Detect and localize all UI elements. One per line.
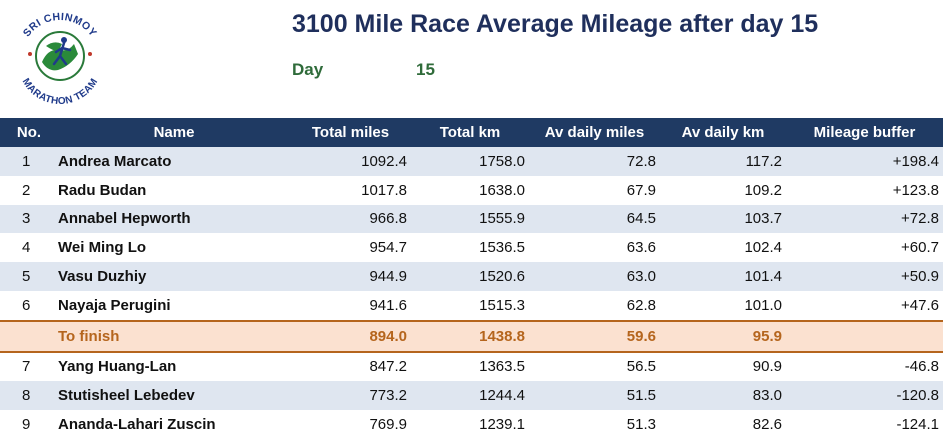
- cell-name: Ananda-Lahari Zuscin: [58, 416, 216, 434]
- column-header-mileage-buffer: Mileage buffer: [786, 118, 943, 147]
- column-header-total-miles: Total miles: [290, 118, 411, 147]
- cell-av-daily-miles: 56.5: [626, 358, 656, 376]
- cell-mileage-buffer: -124.1: [896, 416, 939, 434]
- table-header-row: No. Name Total miles Total km Av daily m…: [0, 118, 943, 147]
- cell-av-daily-miles: 64.5: [529, 204, 660, 234]
- cell-total-km: 1520.6: [411, 262, 529, 291]
- cell-total-miles: 773.2: [290, 381, 411, 411]
- cell-name: Nayaja Perugini: [58, 296, 171, 314]
- cell-name: Andrea Marcato: [58, 147, 290, 176]
- column-header-total-km: Total km: [411, 118, 529, 147]
- cell-av-daily-miles: 63.0: [529, 262, 660, 291]
- cell-av-daily-km: 101.4: [660, 262, 786, 291]
- cell-no: 5: [0, 262, 58, 291]
- cell-to-finish-label: To finish: [58, 319, 290, 353]
- cell-no: 9: [22, 416, 31, 434]
- cell-no: 1: [0, 147, 58, 176]
- cell-total-miles: 954.7: [369, 239, 407, 257]
- cell-av-daily-miles: 51.3: [626, 416, 656, 434]
- cell-mileage-buffer: +60.7: [901, 239, 939, 257]
- cell-total-miles: 1017.8: [361, 181, 407, 199]
- cell-mileage-buffer: +198.4: [786, 147, 943, 176]
- mileage-table: No. Name Total miles Total km Av daily m…: [0, 118, 943, 439]
- day-value: 15: [416, 60, 435, 79]
- cell-total-miles: 941.6: [369, 296, 407, 314]
- cell-mileage-buffer: -46.8: [904, 358, 939, 376]
- cell-no: 6: [22, 296, 31, 314]
- cell-av-daily-miles: 67.9: [626, 181, 656, 199]
- cell-mileage-buffer: -120.8: [786, 381, 943, 411]
- column-header-av-daily-km: Av daily km: [660, 118, 786, 147]
- cell-av-daily-km: 82.6: [752, 416, 782, 434]
- cell-total-km: 1758.0: [411, 147, 529, 176]
- cell-total-miles: 1092.4: [290, 147, 411, 176]
- cell-av-daily-km: 101.0: [744, 296, 782, 314]
- cell-mileage-buffer: +47.6: [901, 296, 939, 314]
- cell-av-daily-km: 103.7: [660, 204, 786, 234]
- cell-name: Stutisheel Lebedev: [58, 381, 290, 411]
- cell-name: Vasu Duzhiy: [58, 262, 290, 291]
- cell-name: Annabel Hepworth: [58, 204, 290, 234]
- cell-av-daily-km: 90.9: [752, 358, 782, 376]
- cell-total-km: 1638.0: [479, 181, 525, 199]
- column-header-no: No.: [0, 118, 58, 147]
- cell-finish-total-km: 1438.8: [411, 319, 529, 353]
- cell-no: 8: [0, 381, 58, 411]
- cell-total-km: 1239.1: [479, 416, 525, 434]
- table-row: 5 Vasu Duzhiy 944.9 1520.6 63.0 101.4 +5…: [0, 262, 943, 291]
- cell-total-miles: 966.8: [290, 204, 411, 234]
- logo-text-bottom: MARATHON TEAM: [20, 77, 100, 108]
- table-row: 7 Yang Huang-Lan 847.2 1363.5 56.5 90.9 …: [0, 352, 943, 382]
- cell-av-daily-km: 83.0: [660, 381, 786, 411]
- table-row: 9 Ananda-Lahari Zuscin 769.9 1239.1 51.3…: [0, 410, 943, 439]
- table-row: 6 Nayaja Perugini 941.6 1515.3 62.8 101.…: [0, 291, 943, 321]
- cell-av-daily-km: 102.4: [744, 239, 782, 257]
- cell-av-daily-km: 109.2: [744, 181, 782, 199]
- cell-av-daily-miles: 62.8: [626, 296, 656, 314]
- cell-total-miles: 769.9: [369, 416, 407, 434]
- cell-name: Wei Ming Lo: [58, 239, 147, 257]
- column-header-name: Name: [58, 118, 290, 147]
- cell-av-daily-miles: 63.6: [626, 239, 656, 257]
- table-row: 3 Annabel Hepworth 966.8 1555.9 64.5 103…: [0, 204, 943, 234]
- cell-total-km: 1536.5: [479, 239, 525, 257]
- cell-mileage-buffer: +50.9: [786, 262, 943, 291]
- cell-av-daily-miles: 72.8: [529, 147, 660, 176]
- table-row: 4 Wei Ming Lo 954.7 1536.5 63.6 102.4 +6…: [0, 233, 943, 262]
- table-row: 1 Andrea Marcato 1092.4 1758.0 72.8 117.…: [0, 147, 943, 176]
- cell-av-daily-miles: 51.5: [529, 381, 660, 411]
- cell-finish-av-daily-miles: 59.6: [529, 319, 660, 353]
- cell-no: 3: [0, 204, 58, 234]
- cell-total-km: 1244.4: [411, 381, 529, 411]
- cell-no: 4: [22, 239, 31, 257]
- table-row: 8 Stutisheel Lebedev 773.2 1244.4 51.5 8…: [0, 381, 943, 411]
- page-title: 3100 Mile Race Average Mileage after day…: [292, 10, 819, 38]
- cell-name: Yang Huang-Lan: [58, 358, 177, 376]
- cell-total-miles: 944.9: [290, 262, 411, 291]
- svg-text:MARATHON TEAM: MARATHON TEAM: [20, 77, 101, 108]
- to-finish-row: To finish 894.0 1438.8 59.6 95.9: [0, 319, 943, 353]
- sri-chinmoy-marathon-team-logo: SRI CHINMOY MARATHON TEAM: [20, 11, 101, 108]
- cell-name: Radu Budan: [58, 181, 147, 199]
- table-row: 2 Radu Budan 1017.8 1638.0 67.9 109.2 +1…: [0, 176, 943, 205]
- cell-total-km: 1515.3: [479, 296, 525, 314]
- cell-total-miles: 847.2: [369, 358, 407, 376]
- day-label: Day: [292, 60, 324, 79]
- cell-no-empty: [0, 319, 58, 353]
- cell-finish-buffer-empty: [786, 319, 943, 353]
- cell-av-daily-km: 117.2: [660, 147, 786, 176]
- cell-finish-av-daily-km: 95.9: [660, 319, 786, 353]
- cell-mileage-buffer: +123.8: [892, 181, 939, 199]
- cell-no: 2: [22, 181, 31, 199]
- cell-finish-total-miles: 894.0: [290, 319, 411, 353]
- cell-no: 7: [22, 358, 31, 376]
- cell-total-km: 1555.9: [411, 204, 529, 234]
- cell-mileage-buffer: +72.8: [786, 204, 943, 234]
- column-header-av-daily-miles: Av daily miles: [529, 118, 660, 147]
- cell-total-km: 1363.5: [479, 358, 525, 376]
